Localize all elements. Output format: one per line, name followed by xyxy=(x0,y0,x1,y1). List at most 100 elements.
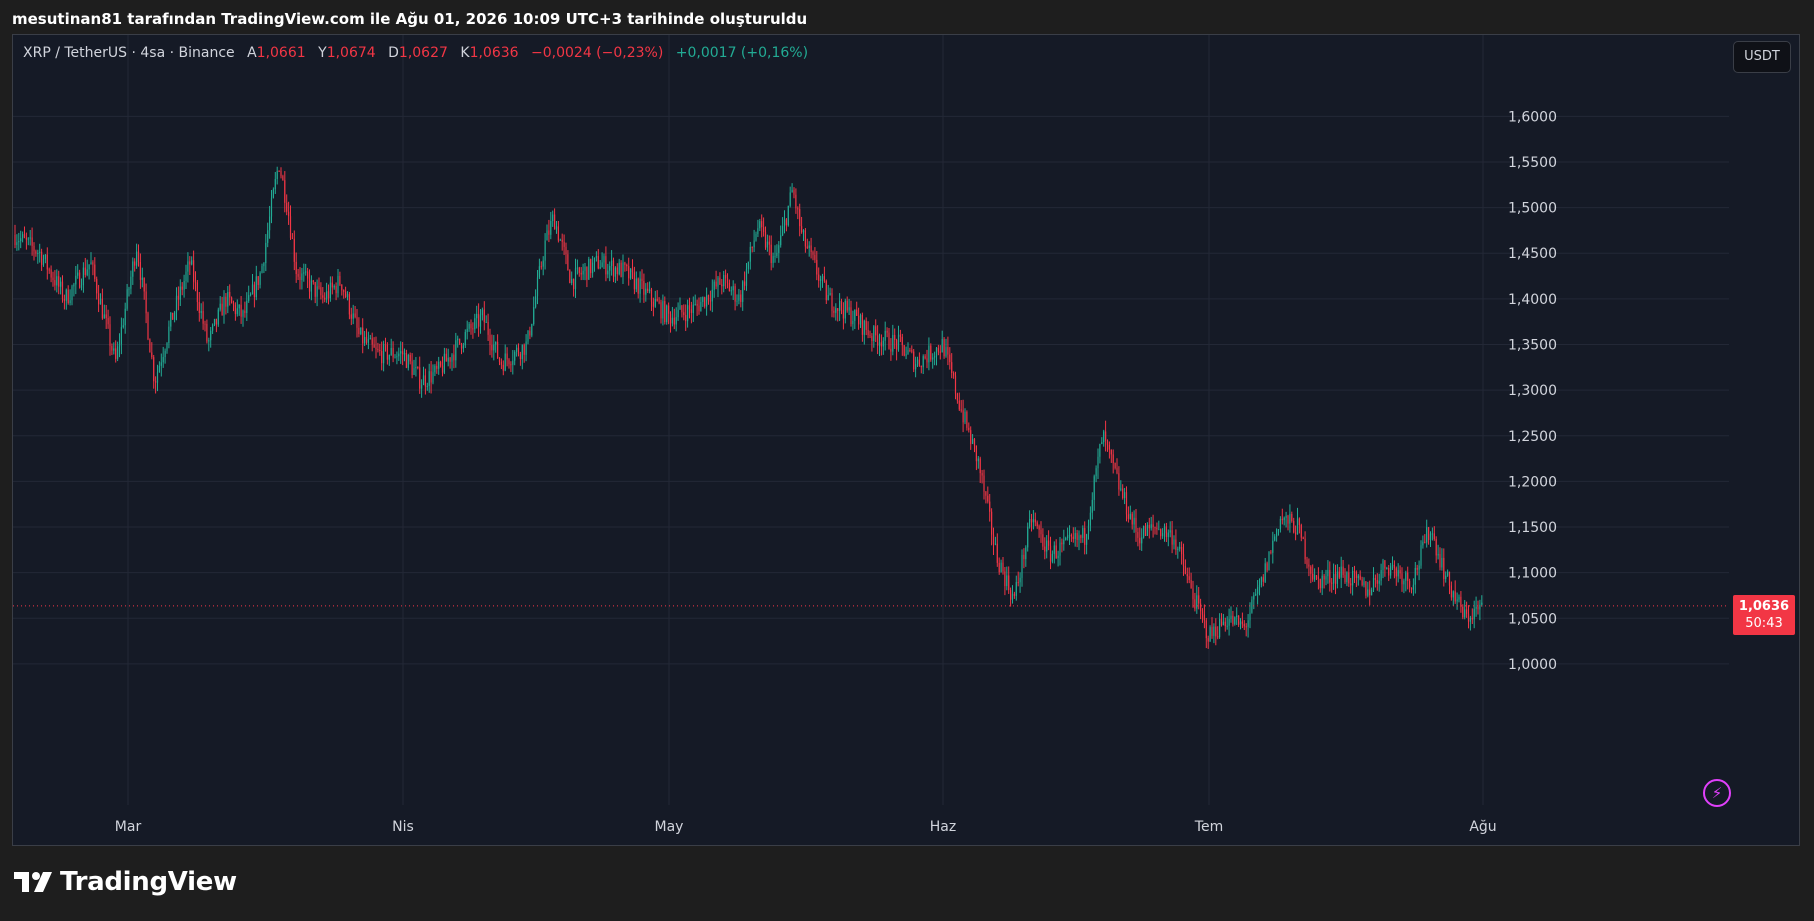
price-axis[interactable]: 1,0000 1,0500 1,1000 1,1500 1,2000 1,2500 1,30… xyxy=(1508,109,1557,673)
candle-body xyxy=(82,267,84,286)
symbol-legend[interactable]: XRP / TetherUS · 4sa · Binance A1,0661 Y… xyxy=(23,45,808,61)
candle-body xyxy=(768,241,770,245)
candle-body xyxy=(692,304,694,313)
candle-body xyxy=(694,304,696,306)
candle-body xyxy=(852,320,854,325)
candle-body xyxy=(1291,513,1293,522)
secondary-change: +0,0017 (+0,16%) xyxy=(675,45,809,61)
candle-body xyxy=(255,276,257,298)
candle-body xyxy=(1029,518,1031,527)
candle-body xyxy=(611,260,613,267)
candle-body xyxy=(310,280,312,292)
candle-body xyxy=(1443,557,1445,579)
tradingview-logo-icon xyxy=(14,872,52,892)
candle-body xyxy=(810,245,812,253)
candle-body xyxy=(856,309,858,316)
candle-body xyxy=(1129,513,1131,519)
candle-body xyxy=(166,343,168,351)
candle-body xyxy=(635,278,637,290)
candle-body xyxy=(1114,463,1116,469)
candle-body xyxy=(1296,518,1299,535)
candle-body xyxy=(149,339,151,353)
candle-body xyxy=(1207,638,1209,642)
candle-body xyxy=(69,300,71,304)
price-tick-label: 1,5000 xyxy=(1508,201,1557,217)
candle-body xyxy=(398,353,400,357)
candle-body xyxy=(839,300,841,311)
candle-body xyxy=(141,277,143,280)
candle-body xyxy=(932,357,934,360)
candle-body xyxy=(742,281,744,302)
candle-body xyxy=(1063,539,1065,545)
candle-body xyxy=(987,495,989,502)
symbol-name[interactable]: XRP / TetherUS · 4sa · Binance xyxy=(23,45,235,61)
candle-body xyxy=(1391,564,1394,567)
candle-body xyxy=(1032,519,1034,523)
candle-body xyxy=(61,281,64,299)
time-axis[interactable]: Mar Nis May Haz Tem Ağu xyxy=(115,819,1497,835)
candle-body xyxy=(835,308,837,313)
candle-body xyxy=(571,278,573,283)
candle-body xyxy=(500,361,502,365)
candle-body xyxy=(257,276,259,285)
candle-body xyxy=(1289,513,1291,524)
currency-unit-button[interactable]: USDT xyxy=(1733,41,1791,73)
candle-body xyxy=(25,237,27,240)
candle-body xyxy=(194,281,197,283)
candle-body xyxy=(139,261,141,280)
chart-panel[interactable]: 1,0000 1,0500 1,1000 1,1500 1,2000 1,2500 1,30… xyxy=(12,34,1800,846)
candle-body xyxy=(120,327,122,345)
candle-body xyxy=(29,237,31,239)
candle-body xyxy=(373,344,375,348)
lightning-bolt-icon[interactable]: ⚡ xyxy=(1703,779,1731,807)
candle-body xyxy=(193,260,195,282)
candle-body xyxy=(185,271,187,281)
candle-body xyxy=(688,305,691,310)
candle-body xyxy=(493,344,495,351)
candle-body xyxy=(52,277,54,281)
candle-body xyxy=(662,301,664,319)
candle-body xyxy=(588,259,590,280)
candle-body xyxy=(542,260,544,267)
candle-body xyxy=(816,259,818,275)
candle-body xyxy=(778,245,780,253)
candle-body xyxy=(320,287,322,296)
candle-body xyxy=(614,267,616,277)
candle-body xyxy=(935,347,938,357)
candle-body xyxy=(510,364,512,366)
candle-body xyxy=(1236,615,1238,618)
candle-body xyxy=(979,458,981,474)
candle-body xyxy=(882,340,884,347)
candle-body xyxy=(1213,626,1215,636)
candle-body xyxy=(263,263,265,267)
candle-body xyxy=(916,359,919,365)
candle-body xyxy=(1352,570,1354,586)
candle-body xyxy=(1146,524,1148,536)
candle-body xyxy=(46,254,48,270)
candle-body xyxy=(685,314,687,322)
candle-body xyxy=(1078,535,1080,540)
candle-body xyxy=(1348,572,1350,584)
candle-body xyxy=(1416,567,1418,570)
candle-body xyxy=(158,365,160,373)
candle-body xyxy=(274,179,276,190)
candlestick-chart[interactable]: 1,0000 1,0500 1,1000 1,1500 1,2000 1,2500 1,30… xyxy=(13,35,1799,845)
candle-body xyxy=(189,261,191,265)
candle-body xyxy=(1378,580,1380,584)
price-tick-label: 1,2500 xyxy=(1508,429,1557,445)
candle-body xyxy=(213,318,216,325)
candle-body xyxy=(715,281,717,287)
candle-body xyxy=(913,351,915,370)
candle-body xyxy=(1186,574,1188,577)
candle-body xyxy=(751,246,753,248)
candle-body xyxy=(18,241,20,243)
candle-body xyxy=(58,276,60,287)
candle-body xyxy=(1182,554,1185,567)
candle-body xyxy=(702,297,704,302)
candle-body xyxy=(548,230,550,235)
candle-body xyxy=(1251,599,1253,613)
candle-body xyxy=(1253,595,1255,600)
candle-body xyxy=(1431,533,1433,535)
candle-body xyxy=(628,266,630,279)
low-label: D xyxy=(388,45,399,61)
